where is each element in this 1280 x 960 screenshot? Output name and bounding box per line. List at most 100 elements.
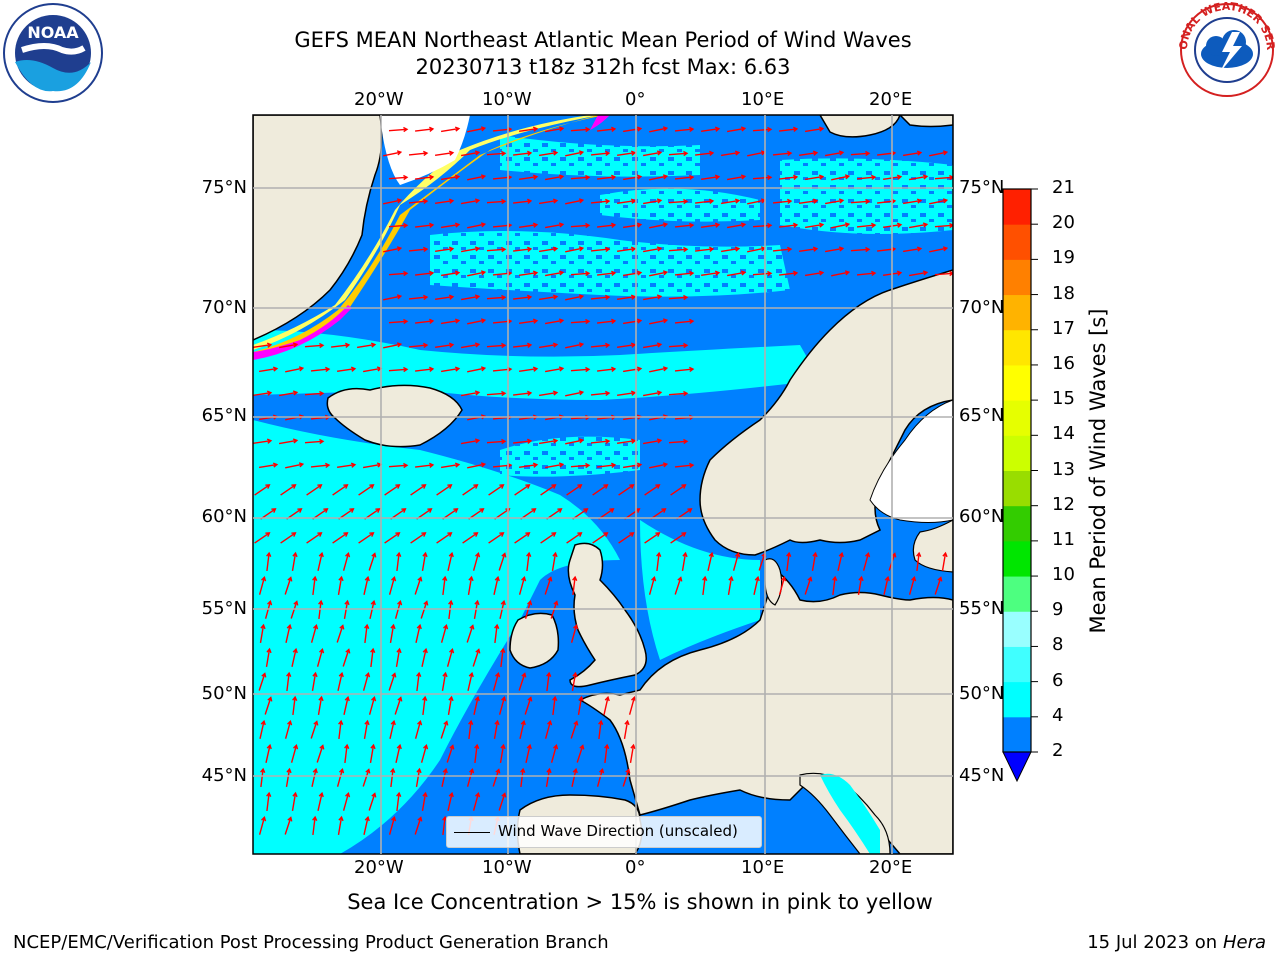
wind-wave-arrowhead [293,743,299,750]
wind-wave-arrowhead [423,246,429,253]
wind-wave-arrowhead [339,624,345,630]
wind-wave-arrowhead [656,150,663,156]
wind-wave-arrowhead [480,318,487,324]
wind-wave-arrowhead [364,623,370,629]
wind-wave-arrowhead [552,150,559,156]
wind-wave-arrowhead [662,270,669,276]
wind-wave-arrowhead [714,270,721,276]
wind-wave-arrow [285,625,291,643]
wind-wave-arrow [850,248,870,252]
wind-wave-arrowhead [585,462,591,469]
wind-wave-arrow [590,296,610,300]
wind-wave-arrow [389,721,395,739]
wind-wave-arrow [306,484,322,496]
wind-wave-arrowhead [344,695,350,702]
wind-wave-arrowhead [942,150,949,156]
wind-wave-arrowhead [609,508,615,513]
wind-wave-arrow [934,272,953,276]
wind-wave-arrowhead [338,719,344,725]
wind-wave-arrowhead [546,767,552,774]
wind-wave-arrowhead [448,695,454,702]
wind-wave-arrow [472,649,480,667]
wind-wave-arrowhead [494,719,500,726]
wind-wave-arrow [342,793,350,811]
wind-wave-arrowhead [520,767,526,773]
wind-wave-arrowhead [871,270,877,277]
wind-wave-arrow [284,577,292,595]
wind-wave-arrowhead [423,198,429,205]
wind-wave-arrow [253,392,272,396]
wind-wave-arrowhead [449,647,455,654]
wind-wave-arrow [513,392,531,396]
ireland-land [509,612,560,669]
wind-wave-arrowhead [546,671,552,677]
wind-wave-arrowhead [656,246,663,252]
wind-wave-arrowhead [552,438,559,444]
wind-wave-arrow [388,817,396,835]
ocean-period-4-6 [600,188,760,222]
wind-wave-arrow [253,344,272,348]
lat-label-right: 55°N [959,598,1005,619]
chart-subtitle: 20230713 t18z 312h fcst Max: 6.63 [415,55,791,79]
wind-wave-arrow [414,721,422,739]
sea-ice [590,115,610,130]
wind-wave-arrow [395,745,401,763]
wind-wave-arrowhead [265,532,271,537]
wind-wave-arrowhead [558,366,565,372]
wind-wave-arrow [304,440,324,444]
colorbar-tick-label: 16 [1052,352,1075,374]
wind-wave-arrow [649,367,667,373]
footer-date: 15 Jul 2023 on Hera [1087,932,1266,953]
wind-wave-arrow [779,272,797,276]
wind-wave-arrow [493,720,499,740]
wind-wave-arrowhead [454,366,461,372]
wind-wave-arrow [408,344,428,348]
wind-wave-arrow [415,368,433,372]
wind-wave-arrowhead [527,390,533,396]
wind-wave-arrow [416,673,420,691]
wind-wave-arrowhead [391,672,397,678]
wind-wave-arrowhead [396,150,403,156]
wind-wave-arrowhead [390,623,396,630]
wind-wave-arrowhead [656,390,663,396]
wind-wave-arrow [831,271,849,277]
wind-wave-arrow [304,392,324,396]
wind-wave-arrow [603,697,609,715]
wind-wave-arrowhead [344,599,350,606]
map-legend: Wind Wave Direction (unscaled) [446,816,762,848]
wind-wave-arrowhead [499,532,505,537]
wind-wave-arrowhead [807,576,813,582]
wind-wave-arrowhead [681,484,687,489]
wind-wave-arrow [280,484,296,496]
wind-wave-arrow [310,625,318,643]
map-gridlines [253,115,953,854]
wind-wave-arrow [590,440,610,444]
wind-wave-arrowhead [325,366,331,373]
wind-wave-arrowhead [474,150,481,156]
wind-wave-arrow [278,343,298,349]
wind-wave-arrowhead [611,270,617,276]
wind-wave-arrow [336,769,344,787]
wind-wave-arrowhead [422,695,428,701]
wind-wave-arrow [291,792,297,812]
chart-title: GEFS MEAN Northeast Atlantic Mean Period… [294,28,912,52]
wind-wave-arrowhead [585,174,591,181]
wind-wave-arrowhead [286,671,292,677]
wind-wave-arrow [460,247,480,253]
wind-wave-arrow [674,176,694,180]
wind-wave-arrow [368,697,376,715]
wind-wave-arrow [720,247,740,253]
wind-wave-arrow [565,199,583,205]
wind-wave-arrowhead [317,532,323,537]
wind-wave-arrow [358,532,374,544]
wind-wave-arrowhead [662,126,669,132]
wind-wave-arrowhead [578,246,585,252]
lat-label-left: 60°N [201,506,247,527]
wind-wave-arrowhead [390,719,396,726]
wind-wave-arrow [310,368,330,372]
wind-wave-arrowhead [527,150,533,156]
wind-wave-arrowhead [787,198,793,205]
wind-wave-arrowhead [683,246,689,253]
wind-wave-arrowhead [916,551,922,557]
wind-wave-arrowhead [338,575,344,582]
